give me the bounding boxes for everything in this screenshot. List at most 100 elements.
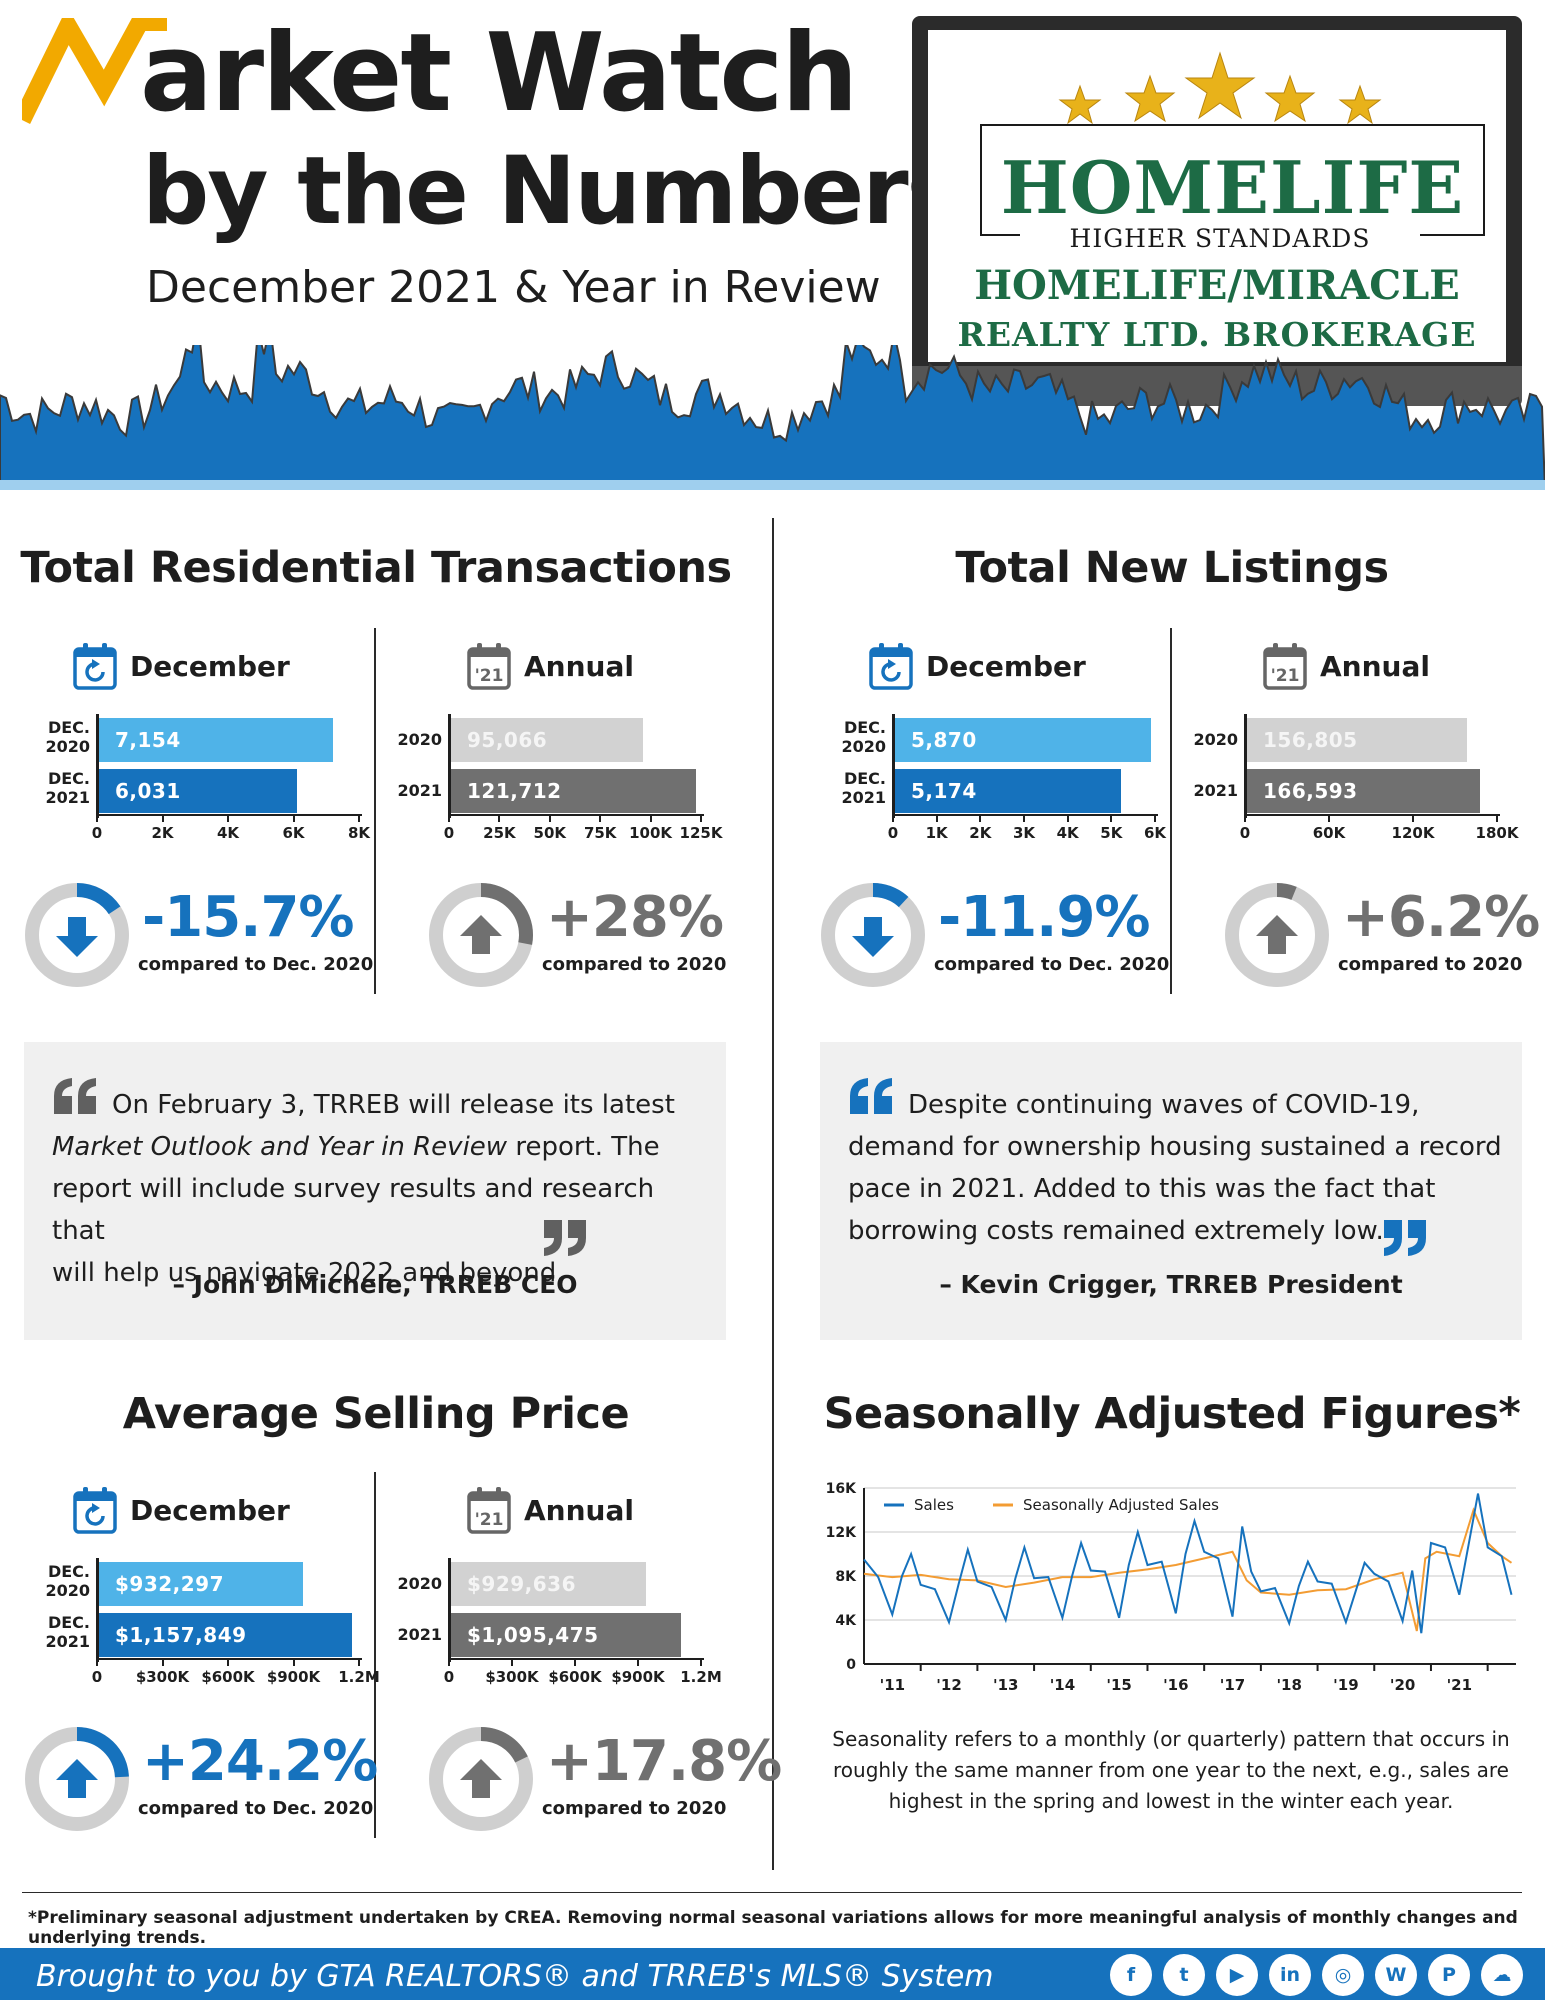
annual-calendar-icon: '21 bbox=[467, 1487, 511, 1534]
pinterest-icon[interactable]: P bbox=[1428, 1954, 1470, 1996]
bar-previous: 156,805 bbox=[1247, 718, 1467, 762]
bar-category-text: DEC. bbox=[47, 718, 90, 737]
y-tick-label: 0 bbox=[846, 1657, 856, 1673]
bar-previous: $932,297 bbox=[99, 1562, 303, 1606]
tick-mark bbox=[96, 1658, 98, 1666]
bar-axis-y bbox=[448, 1558, 451, 1662]
facebook-icon[interactable]: f bbox=[1110, 1954, 1152, 1996]
refresh-calendar-icon bbox=[869, 643, 913, 690]
tick-mark bbox=[1244, 814, 1246, 822]
up-arrow-donut-icon bbox=[429, 883, 533, 987]
section-title-listings: Total New Listings bbox=[955, 543, 1389, 593]
panel-header: December bbox=[72, 640, 290, 692]
bar-category-label: 2021 bbox=[1192, 781, 1238, 800]
page-subtitle: December 2021 & Year in Review bbox=[146, 262, 881, 313]
bar-previous: $929,636 bbox=[451, 1562, 646, 1606]
percent-change: -11.9% bbox=[938, 885, 1151, 950]
x-tick-label: '16 bbox=[1163, 1676, 1188, 1694]
x-tick-label: '17 bbox=[1220, 1676, 1245, 1694]
tick-mark bbox=[548, 814, 551, 822]
tick-mark bbox=[1154, 814, 1156, 822]
quote-report-title: Market Outlook and Year in Review bbox=[52, 1132, 508, 1162]
linkedin-icon[interactable]: in bbox=[1269, 1954, 1311, 1996]
brokerage-name-line2: REALTY LTD. BROKERAGE bbox=[957, 315, 1477, 354]
tick-label: 1.2M bbox=[680, 1668, 722, 1686]
page-title: arket Watch bbox=[140, 11, 858, 136]
quote-fragment: report. The bbox=[507, 1132, 660, 1162]
bar-category-text: DEC. bbox=[843, 718, 886, 737]
tick-mark bbox=[448, 814, 450, 822]
tick-mark bbox=[161, 814, 164, 822]
tick-label: 125K bbox=[679, 824, 723, 842]
subpanel-divider bbox=[1170, 628, 1172, 994]
instagram-icon[interactable]: ◎ bbox=[1322, 1954, 1364, 1996]
youtube-icon[interactable]: ▶ bbox=[1216, 1954, 1258, 1996]
quote-text-ceo: On February 3, TRREB will release its la… bbox=[52, 1084, 712, 1294]
tick-label: 100K bbox=[629, 824, 673, 842]
panel-header: December bbox=[72, 1484, 290, 1536]
legend-label: Sales bbox=[914, 1496, 954, 1514]
section-title-transactions: Total Residential Transactions bbox=[20, 543, 732, 593]
bar-category-label: 2020 bbox=[396, 730, 442, 749]
tick-label: $900K bbox=[266, 1668, 321, 1686]
tick-mark bbox=[637, 1658, 639, 1666]
header: arket Watch by the Numbers December 2021… bbox=[0, 0, 1545, 490]
bar-axis-y bbox=[892, 714, 895, 818]
x-tick-label: '19 bbox=[1333, 1676, 1358, 1694]
quote-line: Despite continuing waves of COVID-19, bbox=[908, 1090, 1420, 1120]
bar-axis-x bbox=[1244, 814, 1500, 816]
x-tick-label: '14 bbox=[1050, 1676, 1075, 1694]
market-watch-m-logo bbox=[22, 18, 167, 124]
x-tick-label: '21 bbox=[1447, 1676, 1472, 1694]
tick-mark bbox=[700, 1658, 702, 1666]
tick-label: 5K bbox=[1100, 824, 1123, 842]
tick-label: 6K bbox=[282, 824, 305, 842]
down-arrow-donut-icon bbox=[25, 883, 129, 987]
twitter-icon[interactable]: t bbox=[1163, 1954, 1205, 1996]
bar-category-label: DEC. 2021 bbox=[44, 769, 90, 807]
bar-category-label: 2021 bbox=[396, 781, 442, 800]
bar-category-text: 2020 bbox=[397, 1574, 442, 1593]
quote-line: report will include survey results and r… bbox=[52, 1174, 655, 1246]
x-tick-label: '12 bbox=[936, 1676, 961, 1694]
quote-line: On February 3, TRREB will release its la… bbox=[112, 1090, 675, 1120]
tick-mark bbox=[935, 814, 938, 822]
down-arrow-donut-icon bbox=[821, 883, 925, 987]
panel-label: Annual bbox=[524, 1493, 634, 1527]
bar-category-text: 2020 bbox=[397, 730, 442, 749]
bar-category-label: DEC. 2021 bbox=[840, 769, 886, 807]
tick-label: 1.2M bbox=[338, 1668, 380, 1686]
tick-label: $600K bbox=[548, 1668, 602, 1686]
footer-divider bbox=[22, 1892, 1522, 1893]
quote-author-president: – Kevin Crigger, TRREB President bbox=[939, 1270, 1403, 1299]
quote-box-ceo: On February 3, TRREB will release its la… bbox=[24, 1042, 726, 1340]
brand-frame: HOMELIFE bbox=[980, 124, 1485, 236]
tick-label: $600K bbox=[201, 1668, 255, 1686]
tick-label: 4K bbox=[216, 824, 240, 842]
tick-label: 60K bbox=[1312, 824, 1346, 842]
subpanel-divider bbox=[374, 1472, 376, 1838]
percent-change: +17.8% bbox=[546, 1729, 782, 1794]
tick-label: 8K bbox=[347, 824, 371, 842]
percent-change-note: compared to Dec. 2020 bbox=[138, 954, 374, 975]
tick-label: $300K bbox=[135, 1668, 190, 1686]
bar-axis-y bbox=[1244, 714, 1247, 818]
panel-label: December bbox=[130, 649, 290, 683]
bar-previous: 5,870 bbox=[895, 718, 1151, 762]
bar-current: 166,593 bbox=[1247, 769, 1480, 813]
soundcloud-icon[interactable]: ☁ bbox=[1481, 1954, 1523, 1996]
tick-label: 0 bbox=[91, 1668, 103, 1686]
panel-header: December bbox=[868, 640, 1086, 692]
wordpress-icon[interactable]: W bbox=[1375, 1954, 1417, 1996]
tick-label: 25K bbox=[483, 824, 516, 842]
seasonally-adjusted-line-chart: 0 4K 8K 12K 16K '11 '12 '13 '14 '15 '16 '17 '18 '19 '2… bbox=[826, 1481, 1516, 1694]
bar-category-text: 2021 bbox=[45, 1632, 90, 1652]
percent-change-note: compared to 2020 bbox=[542, 954, 727, 975]
y-tick-label: 8K bbox=[835, 1569, 857, 1585]
city-skyline-graphic bbox=[0, 345, 1545, 490]
tick-mark bbox=[448, 1658, 450, 1666]
bar-axis-x bbox=[96, 1658, 362, 1660]
up-arrow-donut-icon bbox=[429, 1727, 533, 1831]
panel-label: December bbox=[926, 649, 1086, 683]
tick-mark bbox=[1496, 814, 1498, 822]
